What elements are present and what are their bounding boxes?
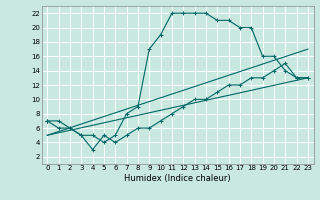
X-axis label: Humidex (Indice chaleur): Humidex (Indice chaleur) <box>124 174 231 183</box>
